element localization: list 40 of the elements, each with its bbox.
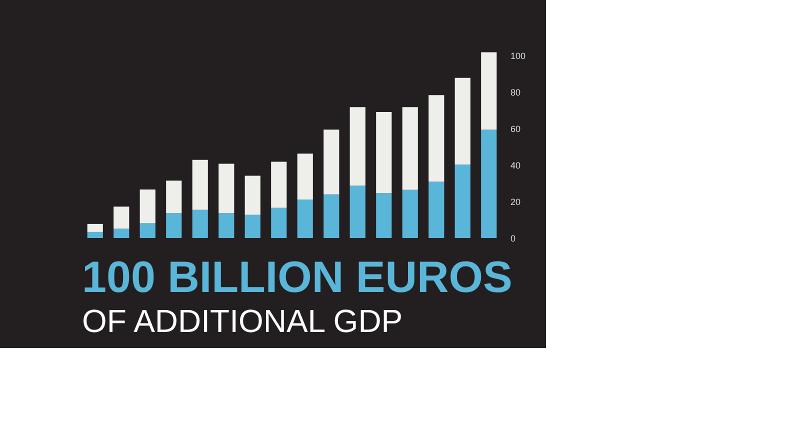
bar [350,107,366,186]
bar [166,213,182,238]
bar [402,107,418,190]
bar [218,213,234,238]
bar [324,130,340,194]
y-tick-label: 80 [510,87,521,98]
bar [140,189,156,224]
y-tick-label: 100 [510,50,526,61]
bar [271,208,287,238]
bar [481,130,497,238]
y-tick-label: 40 [510,160,521,170]
bar [114,206,130,229]
text: 100 BILLION EUROS [82,253,512,302]
bar [454,164,470,238]
bar [192,210,208,238]
bar [87,232,103,238]
bar [166,180,182,214]
bar [428,95,444,182]
y-tick-label: 20 [510,196,521,207]
bar [454,78,470,165]
y-tick-label: 0 [510,234,516,244]
bar [324,194,340,238]
bar [297,199,313,238]
bar [192,160,208,210]
y-tick-label: 60 [510,124,521,134]
bar [350,186,366,238]
bar [376,112,392,194]
bar [244,214,260,238]
text: OF ADDITIONAL GDP [82,303,403,339]
bar [481,52,497,130]
bar [271,162,287,208]
bar [297,154,313,200]
bar [87,224,103,232]
bar [244,176,260,215]
bar [218,164,234,214]
bar [428,182,444,238]
bar [140,223,156,238]
bar [402,190,418,238]
bar [114,228,130,238]
bar [376,193,392,238]
